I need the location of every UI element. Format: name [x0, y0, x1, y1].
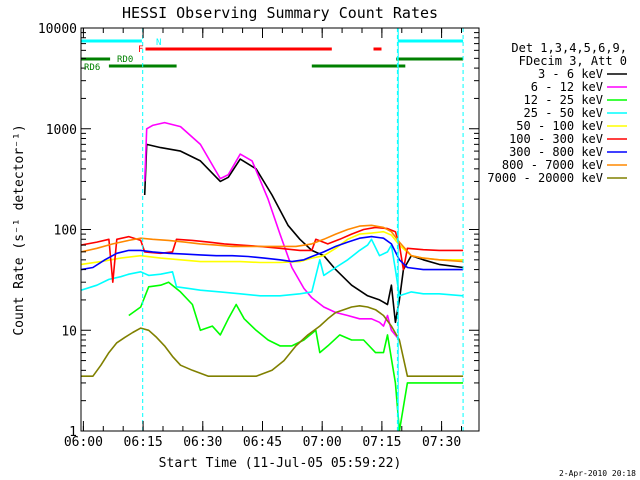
- y-tick-label: 100: [54, 224, 77, 239]
- annotation-rd0: RD0: [117, 55, 133, 65]
- series-line-9: [81, 305, 464, 377]
- state-bar-night-1: [81, 39, 142, 43]
- state-annotations: N F RD0 RD6: [84, 38, 161, 73]
- legend-label: 3 - 6 keV: [538, 67, 603, 81]
- legend: Det 1,3,4,5,6,9,FDecim 3, Att 03 - 6 keV…: [487, 41, 627, 185]
- legend-label: 7000 - 20000 keV: [487, 171, 603, 185]
- state-bar-rd0-2: [396, 57, 464, 61]
- annotation-rd6: RD6: [84, 63, 100, 73]
- annotation-f: F: [138, 45, 143, 55]
- x-tick-label: 06:00: [64, 435, 103, 450]
- date-stamp: 2-Apr-2010 20:18: [559, 469, 636, 478]
- legend-label: 6 - 12 keV: [531, 80, 603, 94]
- legend-label: 800 - 7000 keV: [502, 158, 603, 172]
- series-line-2: [143, 121, 401, 341]
- y-tick-labels: 1 10 100 1000 10000: [38, 22, 77, 440]
- x-tick-label: 06:15: [124, 435, 163, 450]
- x-tick-label: 06:45: [243, 435, 282, 450]
- x-tick-labels: 06:00 06:15 06:30 06:45 07:00 07:15 07:30: [64, 435, 461, 450]
- state-bar-flare-1: [145, 47, 332, 51]
- legend-label: 50 - 100 keV: [516, 119, 603, 133]
- series-line-4: [81, 238, 464, 297]
- y-tick-label: 10000: [38, 22, 77, 37]
- annotation-n: N: [156, 38, 161, 48]
- series-layer: [81, 121, 464, 431]
- legend-label: 100 - 300 keV: [509, 132, 603, 146]
- y-axis-label: Count Rate (s⁻¹ detector⁻¹): [12, 124, 27, 335]
- x-axis-label: Start Time (11-Jul-05 05:59:22): [159, 456, 402, 471]
- legend-label: 12 - 25 keV: [524, 93, 603, 107]
- legend-label: 300 - 800 keV: [509, 145, 603, 159]
- state-bar-rd6-2: [311, 64, 406, 68]
- legend-label: 25 - 50 keV: [524, 106, 603, 120]
- series-line-3: [128, 281, 464, 431]
- state-bar-rd0-1: [81, 57, 111, 61]
- state-bar-night-2: [398, 39, 464, 43]
- legend-header-line: FDecim 3, Att 0: [519, 54, 627, 68]
- y-tick-label: 1000: [46, 123, 77, 138]
- x-tick-label: 07:30: [422, 435, 461, 450]
- chart-title: HESSI Observing Summary Count Rates: [122, 4, 438, 22]
- y-tick-label: 10: [61, 324, 77, 339]
- x-tick-label: 07:00: [303, 435, 342, 450]
- axis-ticks: [81, 27, 479, 432]
- y-tick-label: 1: [69, 425, 77, 440]
- legend-header-line: Det 1,3,4,5,6,9,: [511, 41, 627, 55]
- x-tick-label: 06:30: [183, 435, 222, 450]
- series-line-8: [81, 224, 464, 263]
- series-line-7: [81, 235, 464, 271]
- x-tick-label: 07:15: [362, 435, 401, 450]
- state-bar-flare-2: [373, 47, 382, 51]
